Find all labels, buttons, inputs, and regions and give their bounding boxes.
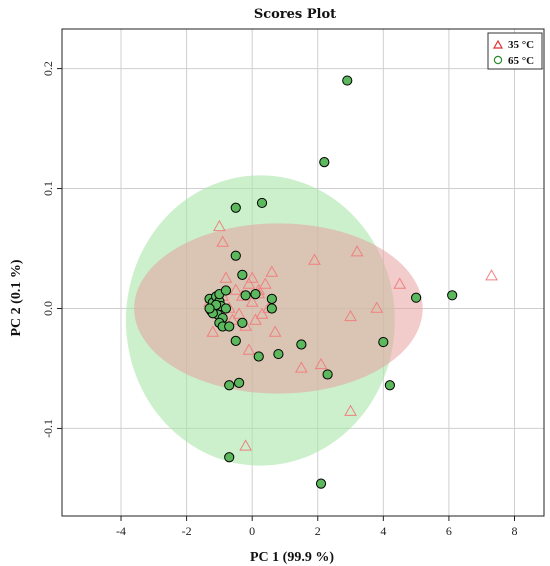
point-35c [239, 439, 252, 451]
chart-title: Scores Plot [254, 7, 336, 22]
point-35c [229, 283, 243, 295]
point-65c [378, 336, 389, 348]
legend-label-65c: 65 °C [508, 55, 534, 67]
point-65c [273, 348, 284, 360]
point-65c [411, 292, 422, 303]
point-35c [242, 277, 256, 289]
point-35c [232, 307, 246, 319]
point-65c [315, 478, 327, 489]
point-65c [230, 202, 241, 213]
point-35c [242, 343, 256, 355]
point-65c [224, 380, 235, 391]
point-35c [344, 309, 357, 322]
point-65c [319, 157, 330, 168]
point-35c [344, 404, 357, 416]
legend-triangle-icon [492, 39, 504, 49]
legend-label-35c: 35 °C [508, 39, 534, 51]
point-35c [350, 245, 364, 257]
point-65c [447, 290, 458, 301]
plot-frame [61, 28, 545, 517]
x-tick-label: 0 [249, 524, 255, 538]
data-points [203, 75, 498, 489]
point-35c [268, 325, 282, 337]
y-tick-label: 0.2 [41, 61, 55, 76]
legend: 35 °C 65 °C [487, 32, 543, 70]
point-65c [253, 351, 264, 362]
x-tick-label: 8 [511, 524, 517, 538]
point-65c [342, 75, 353, 86]
point-65c [237, 317, 248, 328]
x-tick-label: 4 [380, 524, 386, 538]
point-65c [224, 321, 235, 332]
point-65c [224, 452, 235, 463]
point-65c [233, 377, 245, 388]
point-35c [213, 219, 226, 232]
y-tick-label: 0.0 [41, 301, 55, 316]
point-35c [393, 277, 407, 289]
point-65c [322, 369, 333, 380]
point-35c [219, 271, 233, 283]
point-35c [249, 313, 262, 325]
y-axis-ticks: -0.1 0.0 0.1 0.2 [41, 61, 62, 438]
y-tick-label: 0.1 [41, 181, 55, 196]
point-65c [250, 288, 261, 300]
x-tick-label: -4 [116, 524, 126, 538]
x-tick-label: 2 [315, 524, 321, 538]
point-35c [485, 269, 498, 281]
point-65c [384, 380, 395, 391]
point-65c [204, 303, 215, 314]
point-35c [265, 265, 279, 277]
ellipse-35c [134, 223, 423, 394]
point-35c [216, 235, 230, 247]
x-tick-label: 6 [446, 524, 452, 538]
point-65c [230, 335, 241, 346]
x-axis-ticks: -4 -2 0 2 4 6 8 [116, 516, 517, 538]
point-65c [230, 250, 241, 261]
point-35c [245, 271, 259, 283]
point-35c [206, 325, 220, 337]
point-65c [240, 290, 251, 301]
point-65c [220, 303, 232, 314]
point-35c [314, 357, 328, 370]
point-65c [220, 285, 232, 296]
x-tick-label: -2 [182, 524, 192, 538]
point-35c [308, 253, 321, 265]
confidence-ellipses [125, 175, 423, 466]
point-35c [294, 361, 308, 373]
point-35c [370, 301, 384, 313]
point-35c [255, 307, 269, 319]
point-65c [296, 339, 307, 350]
x-axis-label: PC 1 (99.9 %) [250, 550, 334, 565]
point-35c [245, 295, 259, 307]
point-35c [258, 277, 272, 289]
legend-circle-icon [493, 55, 503, 65]
y-tick-label: -0.1 [41, 419, 55, 438]
point-65c [256, 197, 268, 209]
point-65c [237, 269, 248, 280]
y-axis-label: PC 2 (0.1 %) [9, 259, 24, 336]
point-65c [266, 293, 277, 304]
point-65c [266, 303, 277, 314]
